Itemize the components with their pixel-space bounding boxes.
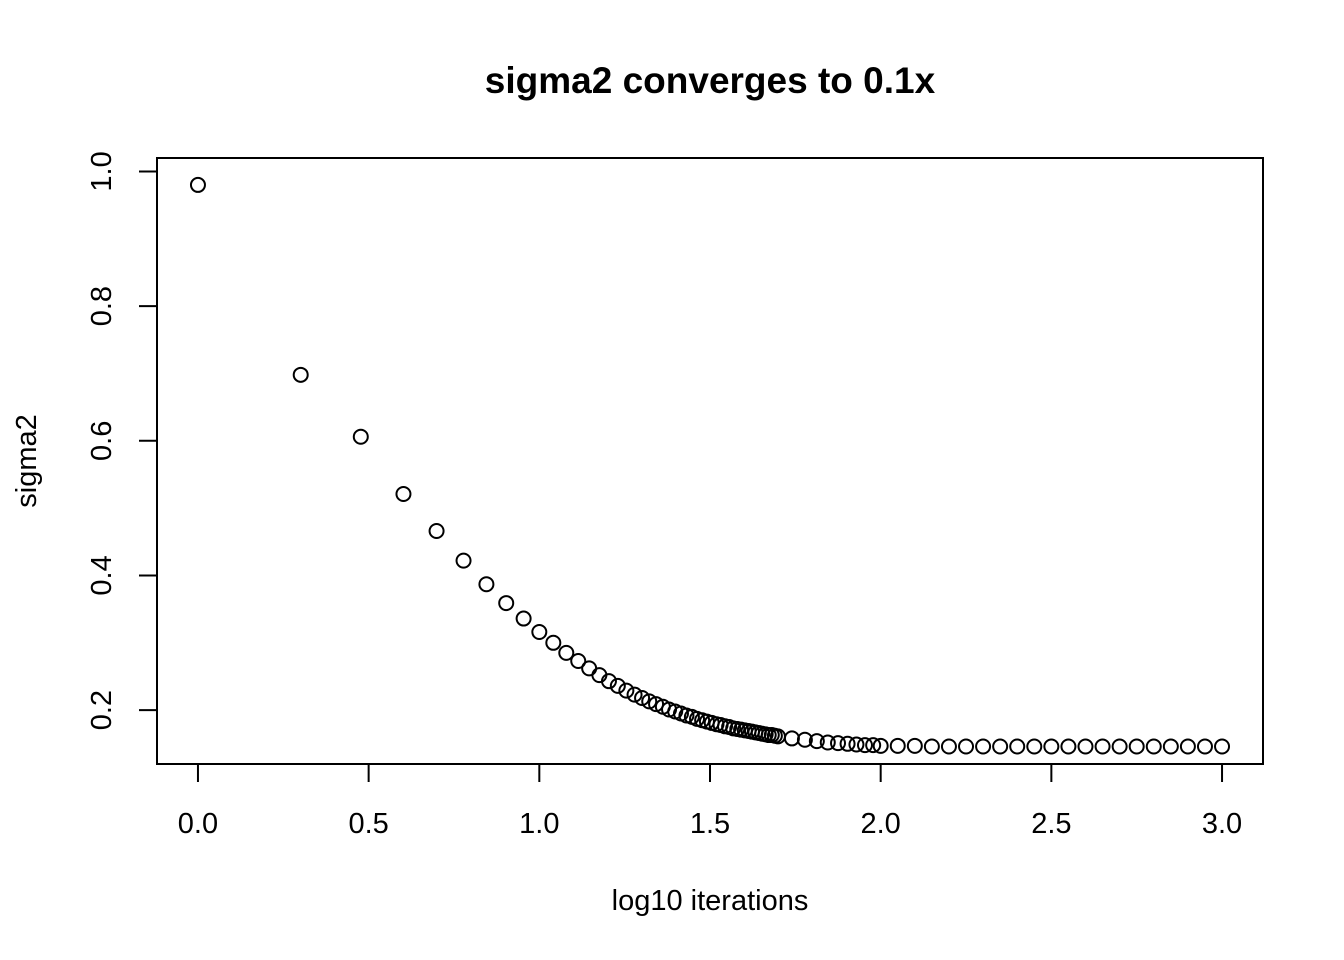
data-point xyxy=(1026,738,1043,755)
data-point xyxy=(292,366,309,383)
data-point xyxy=(1145,738,1162,755)
y-axis: 0.2 0.4 0.6 0.8 1.0 xyxy=(86,151,158,730)
x-axis: 0.0 0.5 1.0 1.5 2.0 2.5 3.0 xyxy=(178,763,1242,840)
data-point xyxy=(889,737,906,754)
y-tick-label: 0.4 xyxy=(86,555,118,595)
data-point xyxy=(796,731,813,748)
x-tick-label: 3.0 xyxy=(1202,808,1242,840)
data-point xyxy=(648,696,665,713)
data-points xyxy=(189,176,1231,755)
data-point xyxy=(626,686,643,703)
data-point xyxy=(808,733,825,750)
data-point xyxy=(395,485,412,502)
data-point xyxy=(1043,738,1060,755)
data-point xyxy=(1214,738,1231,755)
plot-frame xyxy=(156,157,1264,765)
data-point xyxy=(641,693,658,710)
data-point xyxy=(1060,738,1077,755)
x-tick-label: 1.0 xyxy=(519,808,559,840)
data-point xyxy=(1162,738,1179,755)
data-point xyxy=(1111,738,1128,755)
data-point xyxy=(352,428,369,445)
data-point xyxy=(783,730,800,747)
data-point xyxy=(958,738,975,755)
y-tick-label: 0.8 xyxy=(86,286,118,326)
data-point xyxy=(872,737,889,754)
data-point xyxy=(975,738,992,755)
data-point xyxy=(570,652,587,669)
data-point xyxy=(455,552,472,569)
data-point xyxy=(634,690,651,707)
y-tick-label: 0.2 xyxy=(86,690,118,730)
data-point xyxy=(906,737,923,754)
data-point xyxy=(189,176,206,193)
data-point xyxy=(581,660,598,677)
data-point xyxy=(618,682,635,699)
data-point xyxy=(1077,738,1094,755)
y-axis-label: sigma2 xyxy=(11,414,43,508)
y-tick-label: 1.0 xyxy=(86,151,118,191)
data-point xyxy=(428,523,445,540)
y-tick-label: 0.6 xyxy=(86,421,118,461)
x-tick-label: 2.5 xyxy=(1031,808,1071,840)
data-point xyxy=(848,736,865,753)
data-point xyxy=(609,677,626,694)
data-point xyxy=(1179,738,1196,755)
data-point xyxy=(992,738,1009,755)
x-tick-label: 0.5 xyxy=(348,808,388,840)
data-point xyxy=(1196,738,1213,755)
data-point xyxy=(1128,738,1145,755)
data-point xyxy=(923,738,940,755)
data-point xyxy=(856,737,873,754)
data-point xyxy=(600,673,617,690)
data-point xyxy=(545,634,562,651)
data-point xyxy=(478,576,495,593)
data-point xyxy=(839,735,856,752)
chart-title: sigma2 converges to 0.1x xyxy=(485,60,936,101)
data-point xyxy=(515,610,532,627)
x-tick-label: 2.0 xyxy=(861,808,901,840)
data-point xyxy=(819,734,836,751)
x-tick-label: 1.5 xyxy=(690,808,730,840)
x-tick-label: 0.0 xyxy=(178,808,218,840)
data-point xyxy=(1094,738,1111,755)
data-point xyxy=(940,738,957,755)
data-point xyxy=(865,737,882,754)
x-axis-label: log10 iterations xyxy=(612,885,809,917)
data-point xyxy=(1009,738,1026,755)
data-point xyxy=(498,595,515,612)
data-point xyxy=(531,624,548,641)
data-point xyxy=(830,735,847,752)
data-point xyxy=(558,644,575,661)
